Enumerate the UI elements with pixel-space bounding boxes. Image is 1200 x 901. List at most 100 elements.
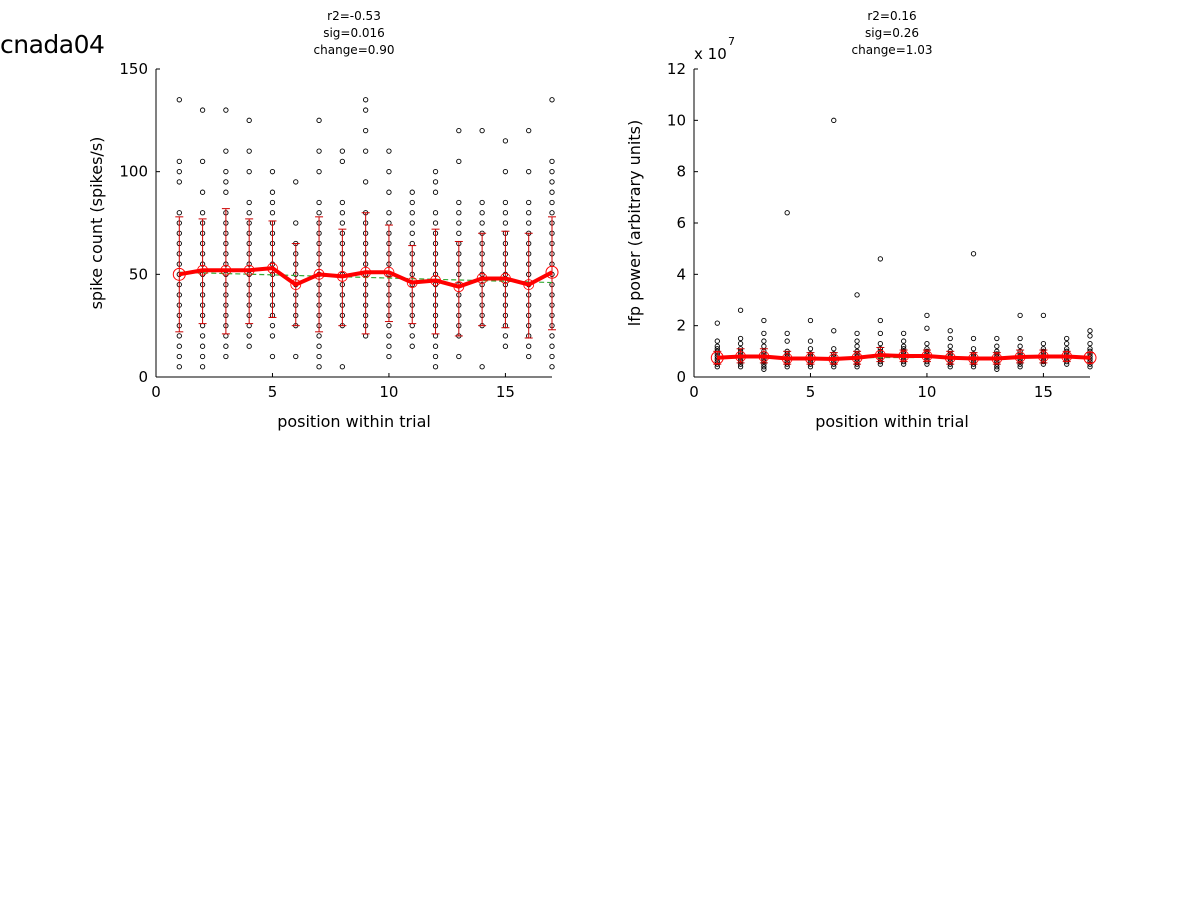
trial-point: [924, 340, 930, 347]
trial-point: [386, 333, 392, 339]
trial-point: [761, 366, 767, 372]
stat-line: sig=0.26: [865, 26, 919, 40]
trial-point: [362, 333, 369, 339]
trial-point: [409, 230, 415, 236]
trial-point: [432, 179, 439, 185]
mean-marker: [851, 352, 863, 364]
mean-marker: [476, 273, 488, 284]
mean-marker: [500, 273, 511, 284]
trial-point: [900, 343, 907, 349]
trial-point: [293, 179, 299, 185]
trial-point: [947, 335, 953, 342]
trial-point: [877, 256, 884, 262]
trial-point: [432, 333, 439, 339]
trial-point: [877, 330, 884, 337]
trial-point: [362, 97, 369, 103]
x-tick-label: 5: [806, 383, 816, 401]
trial-point: [432, 189, 439, 195]
y-tick-label: 4: [676, 265, 686, 283]
trial-point: [970, 335, 977, 342]
trial-point: [269, 169, 276, 175]
trial-point: [807, 346, 814, 352]
exponent-label: x 10: [694, 45, 727, 63]
x-tick-label: 15: [496, 383, 515, 401]
trial-point: [176, 364, 182, 370]
trial-point: [761, 343, 767, 349]
trial-point: [386, 220, 392, 226]
trial-point: [293, 220, 299, 226]
trial-point: [1017, 364, 1023, 370]
trial-point: [502, 199, 509, 206]
trial-point: [176, 158, 182, 165]
trial-point: [761, 364, 767, 370]
trial-point: [784, 338, 790, 344]
trial-point: [970, 251, 977, 257]
trial-point: [502, 333, 509, 339]
mean-line: [717, 353, 1091, 362]
trial-point: [223, 179, 229, 185]
trial-point: [479, 127, 485, 134]
trial-point: [549, 343, 555, 349]
trial-point: [526, 343, 532, 349]
trial-point: [900, 338, 907, 344]
trial-point: [1087, 340, 1093, 347]
trial-point: [994, 335, 1000, 342]
trial-point: [409, 210, 415, 216]
y-tick-label: 10: [667, 111, 686, 129]
x-tick-label: 0: [689, 383, 699, 401]
trial-point: [526, 169, 532, 175]
trial-point: [1064, 335, 1070, 342]
trial-point: [386, 210, 392, 216]
trial-point: [432, 210, 439, 216]
trial-point: [316, 343, 322, 349]
mean-marker: [243, 264, 255, 276]
trial-point: [479, 220, 485, 226]
trial-point: [339, 210, 346, 216]
mean-marker: [944, 352, 956, 364]
trial-point: [784, 330, 790, 337]
x-tick-label: 15: [1034, 383, 1053, 401]
trial-point: [549, 189, 555, 195]
trial-point: [269, 323, 276, 329]
trial-point: [456, 230, 462, 236]
trial-point: [246, 323, 252, 329]
trial-point: [246, 169, 252, 175]
trial-point: [316, 199, 322, 206]
mean-marker: [406, 277, 418, 288]
trial-point: [549, 333, 555, 339]
trial-point: [246, 148, 252, 154]
mean-marker: [1038, 351, 1049, 362]
trial-point: [223, 343, 229, 349]
mean-marker: [1061, 351, 1073, 362]
mean-marker: [453, 281, 465, 293]
mean-marker: [1083, 351, 1097, 365]
trial-point: [432, 169, 439, 175]
trial-point: [246, 117, 252, 123]
trial-point: [269, 189, 276, 195]
mean-marker: [172, 267, 186, 281]
trial-point: [339, 158, 346, 165]
mean-marker: [313, 268, 325, 280]
mean-marker: [898, 350, 910, 362]
trial-point: [432, 364, 439, 370]
mean-marker: [1014, 351, 1026, 363]
trial-point: [339, 364, 346, 370]
y-tick-label: 12: [667, 60, 686, 78]
trial-point: [176, 169, 182, 175]
trial-point: [877, 317, 884, 324]
mean-marker: [545, 265, 559, 279]
trial-point: [199, 353, 206, 360]
trial-point: [409, 343, 415, 349]
trial-point: [479, 210, 485, 216]
trial-point: [831, 346, 837, 352]
trial-point: [1087, 364, 1093, 370]
trial-point: [386, 343, 392, 349]
trial-point: [761, 330, 767, 337]
mean-marker: [290, 279, 302, 291]
mean-marker: [781, 353, 793, 364]
trial-point: [526, 353, 532, 360]
trial-point: [831, 117, 837, 123]
trial-point: [1017, 335, 1023, 342]
trial-point: [199, 158, 206, 165]
x-axis-label: position within trial: [277, 412, 431, 431]
